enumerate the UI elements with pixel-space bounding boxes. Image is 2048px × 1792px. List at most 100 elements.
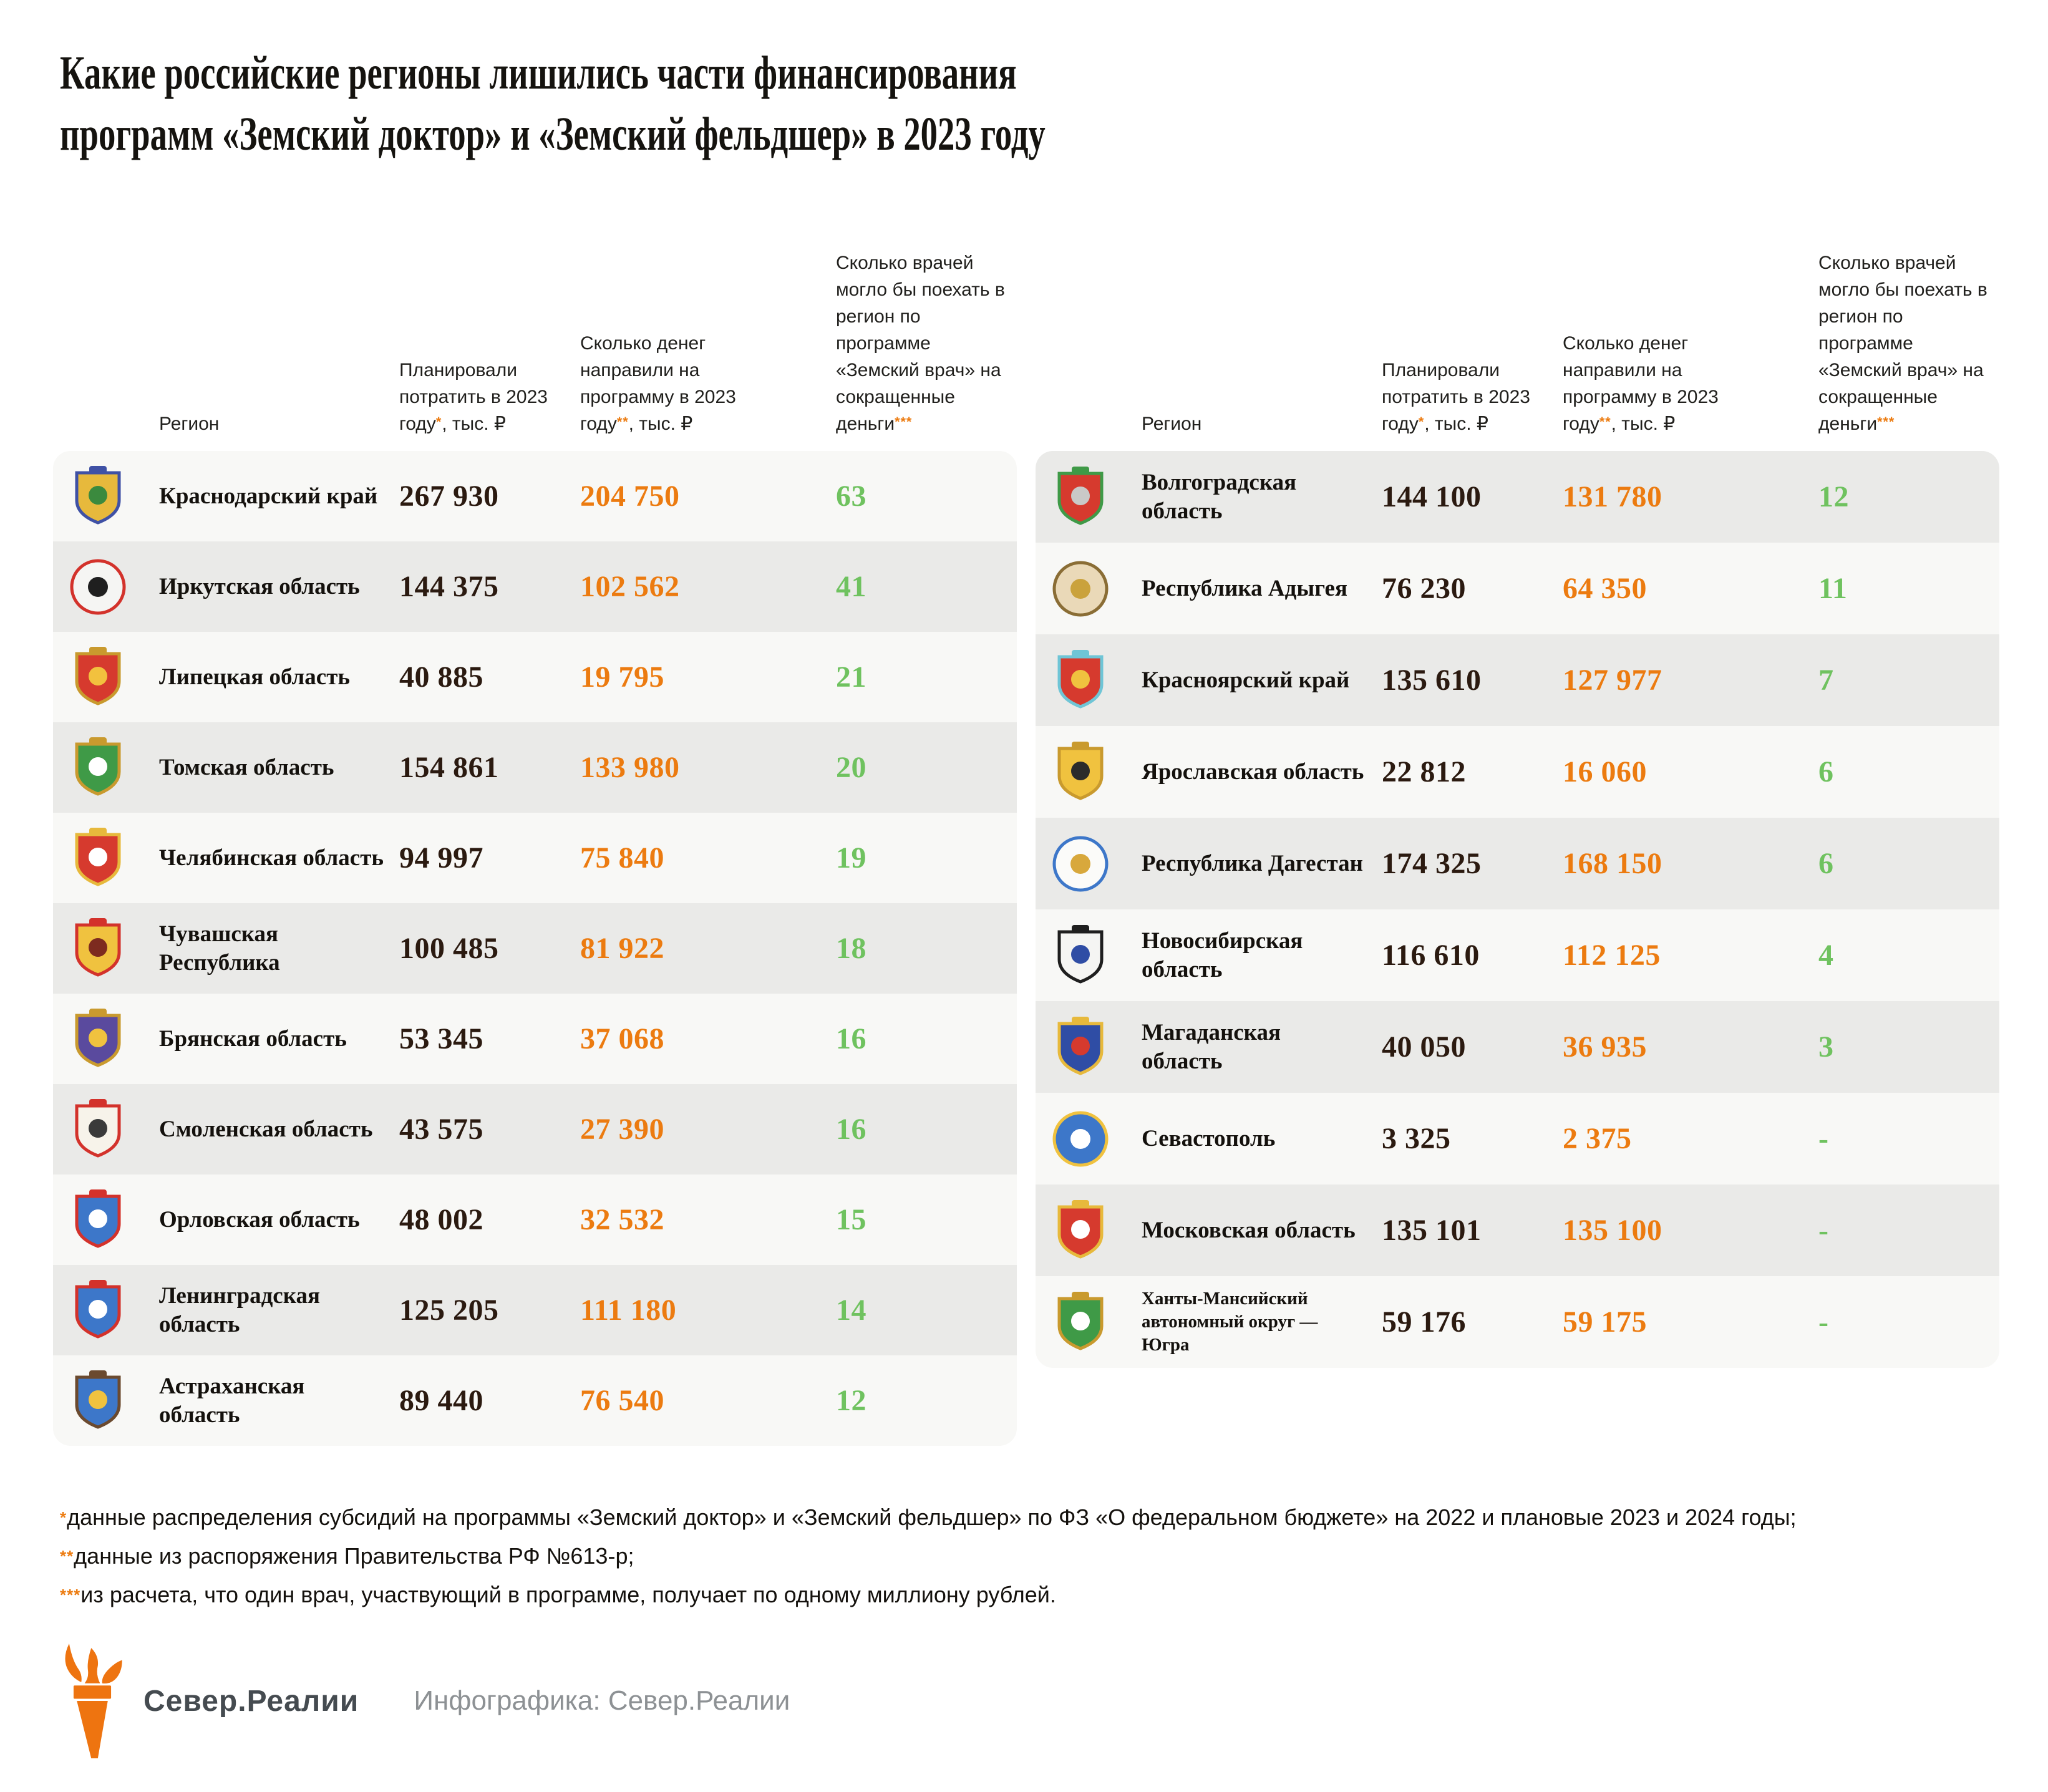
- planned-amount: 40 050: [1382, 1030, 1466, 1063]
- doctors-count: 7: [1818, 664, 1834, 697]
- region-emblem-cell: [1036, 649, 1142, 711]
- tables-area: Регион Планировали потратить в 2023 году…: [53, 236, 1999, 1446]
- region-emblem-cell: [53, 556, 159, 618]
- doctors-count: 11: [1818, 572, 1848, 605]
- column-header-region: Регион: [1142, 410, 1382, 437]
- planned-amount: 125 205: [399, 1294, 499, 1327]
- planned-amount: 135 610: [1382, 664, 1482, 697]
- left-table-column: Регион Планировали потратить в 2023 году…: [53, 236, 1017, 1446]
- region-emblem-cell: [53, 1189, 159, 1251]
- table-row: Республика Дагестан 174 325 168 150 6: [1036, 818, 1999, 909]
- planned-amount: 22 812: [1382, 755, 1466, 788]
- region-name: Чувашская Республика: [159, 921, 280, 976]
- table-row: Томская область 154 861 133 980 20: [53, 722, 1017, 813]
- right-table-header: Регион Планировали потратить в 2023 году…: [1036, 236, 1999, 451]
- table-row: Брянская область 53 345 37 068 16: [53, 994, 1017, 1084]
- doctors-count: 18: [836, 932, 866, 965]
- column-header-directed: Сколько денег направили на программу в 2…: [580, 330, 836, 437]
- region-emblem-icon: [69, 646, 127, 708]
- footnote-text: из расчета, что один врач, участвующий в…: [80, 1582, 1056, 1607]
- directed-amount: 16 060: [1563, 755, 1647, 788]
- planned-amount: 116 610: [1382, 939, 1480, 972]
- doctors-count: 15: [836, 1203, 866, 1236]
- region-emblem-icon: [1052, 1199, 1109, 1261]
- table-row: Севастополь 3 325 2 375 -: [1036, 1093, 1999, 1184]
- planned-amount: 43 575: [399, 1113, 483, 1146]
- region-name: Томская область: [159, 754, 334, 780]
- doctors-count: -: [1818, 1122, 1829, 1155]
- planned-amount: 154 861: [399, 751, 499, 784]
- table-row: Челябинская область 94 997 75 840 19: [53, 813, 1017, 903]
- table-row: Орловская область 48 002 32 532 15: [53, 1174, 1017, 1265]
- region-emblem-icon: [69, 737, 127, 798]
- region-name: Магаданская область: [1142, 1019, 1281, 1074]
- footnote-marker: **: [1599, 414, 1611, 430]
- doctors-count: 20: [836, 751, 866, 784]
- table-row: Смоленская область 43 575 27 390 16: [53, 1084, 1017, 1174]
- header-text: Сколько врачей могло бы поехать в регион…: [1818, 253, 1987, 434]
- region-emblem-icon: [1052, 1291, 1109, 1353]
- directed-amount: 64 350: [1563, 572, 1647, 605]
- header-text: Сколько денег направили на программу в 2…: [580, 333, 736, 434]
- table-row: Иркутская область 144 375 102 562 41: [53, 541, 1017, 632]
- table-row: Липецкая область 40 885 19 795 21: [53, 632, 1017, 722]
- region-emblem-cell: [53, 737, 159, 798]
- planned-amount: 59 176: [1382, 1305, 1466, 1339]
- table-row: Волгоградская область 144 100 131 780 12: [1036, 451, 1999, 543]
- region-emblem-icon: [1052, 924, 1109, 986]
- planned-amount: 267 930: [399, 480, 499, 513]
- region-emblem-icon: [69, 465, 127, 527]
- directed-amount: 81 922: [580, 932, 664, 965]
- region-name: Ханты-Мансийский автономный округ — Югра: [1142, 1289, 1318, 1355]
- footnote-1: *данные распределения субсидий на програ…: [60, 1498, 1797, 1537]
- footnote-marker: *: [1418, 414, 1425, 430]
- brand-wordmark: Север.Реалии: [143, 1684, 359, 1718]
- region-emblem-icon: [69, 918, 127, 979]
- region-emblem-cell: [1036, 741, 1142, 803]
- doctors-count: 12: [836, 1384, 866, 1417]
- region-name: Ярославская область: [1142, 758, 1364, 785]
- page-title-line2: программ «Земский доктор» и «Земский фел…: [60, 108, 1046, 160]
- region-emblem-icon: [69, 1098, 127, 1160]
- directed-amount: 2 375: [1563, 1122, 1632, 1155]
- directed-amount: 76 540: [580, 1384, 664, 1417]
- region-emblem-icon: [69, 1189, 127, 1251]
- region-name: Красноярский край: [1142, 667, 1350, 693]
- region-emblem-icon: [69, 556, 127, 618]
- right-table-column: Регион Планировали потратить в 2023 году…: [1036, 236, 1999, 1446]
- region-name: Волгоградская область: [1142, 469, 1297, 524]
- column-header-doctors: Сколько врачей могло бы поехать в регион…: [836, 249, 1017, 437]
- region-emblem-cell: [1036, 558, 1142, 619]
- planned-amount: 135 101: [1382, 1214, 1482, 1247]
- table-row: Республика Адыгея 76 230 64 350 11: [1036, 543, 1999, 634]
- directed-amount: 59 175: [1563, 1305, 1647, 1339]
- doctors-count: 4: [1818, 939, 1834, 972]
- header-text: Регион: [159, 414, 220, 434]
- directed-amount: 27 390: [580, 1113, 664, 1146]
- footnote-marker: **: [60, 1547, 74, 1566]
- footnote-text: данные распределения субсидий на програм…: [67, 1504, 1797, 1530]
- planned-amount: 48 002: [399, 1203, 483, 1236]
- doctors-count: 6: [1818, 847, 1834, 880]
- region-emblem-icon: [1052, 649, 1109, 711]
- directed-amount: 204 750: [580, 480, 680, 513]
- footnote-3: ***из расчета, что один врач, участвующи…: [60, 1576, 1797, 1614]
- column-header-directed: Сколько денег направили на программу в 2…: [1563, 330, 1818, 437]
- region-name: Новосибирская область: [1142, 927, 1303, 982]
- header-text: Регион: [1142, 414, 1202, 434]
- footnotes: *данные распределения субсидий на програ…: [60, 1498, 1797, 1614]
- directed-amount: 37 068: [580, 1022, 664, 1055]
- region-emblem-cell: [1036, 833, 1142, 894]
- region-emblem-icon: [1052, 1108, 1109, 1170]
- doctors-count: 12: [1818, 480, 1849, 513]
- doctors-count: -: [1818, 1214, 1829, 1247]
- column-header-planned: Планировали потратить в 2023 году*, тыс.…: [399, 357, 580, 437]
- table-row: Ханты-Мансийский автономный округ — Югра…: [1036, 1276, 1999, 1368]
- page-title-line1: Какие российские регионы лишились части …: [60, 47, 1017, 99]
- table-row: Ярославская область 22 812 16 060 6: [1036, 726, 1999, 818]
- doctors-count: 14: [836, 1294, 866, 1327]
- region-emblem-cell: [1036, 1108, 1142, 1170]
- region-emblem-icon: [1052, 558, 1109, 619]
- doctors-count: 16: [836, 1022, 866, 1055]
- region-name: Севастополь: [1142, 1125, 1276, 1151]
